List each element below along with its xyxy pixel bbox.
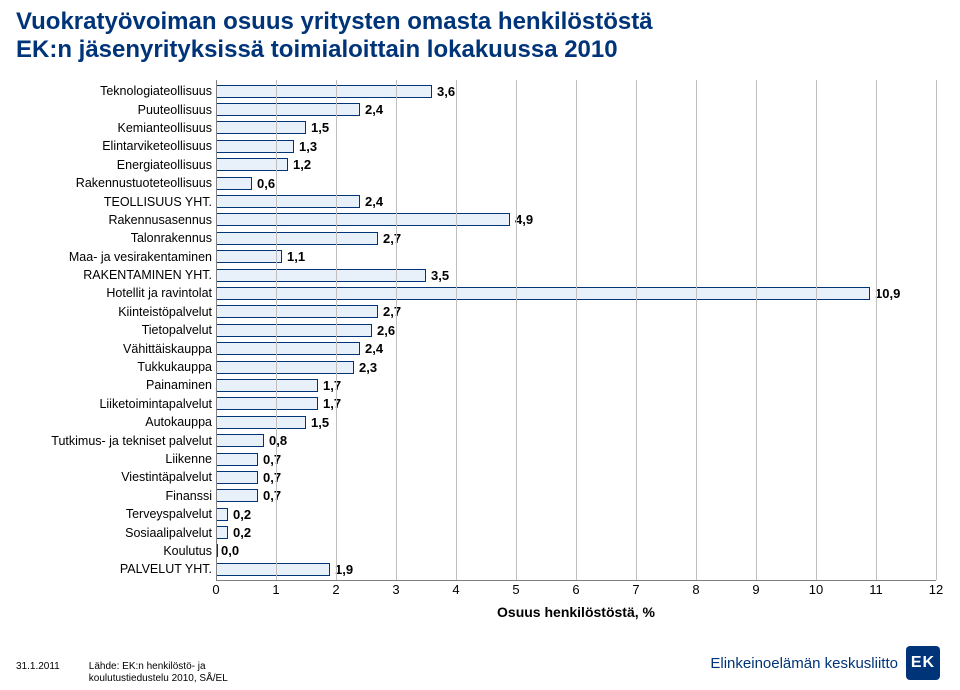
category-label: Tutkimus- ja tekniset palvelut	[12, 434, 212, 448]
chart-title: Vuokratyövoiman osuus yritysten omasta h…	[0, 0, 960, 65]
category-label: Teknologiateollisuus	[12, 84, 212, 98]
category-label: Viestintäpalvelut	[12, 470, 212, 484]
category-label: Energiateollisuus	[12, 158, 212, 172]
category-label: Puuteollisuus	[12, 103, 212, 117]
x-tick-label: 7	[632, 582, 639, 597]
category-label: Tukkukauppa	[12, 360, 212, 374]
x-tick-label: 6	[572, 582, 579, 597]
chart-area: Teknologiateollisuus3,6Puuteollisuus2,4K…	[16, 80, 944, 620]
gridline	[636, 80, 637, 580]
category-label: Vähittäiskauppa	[12, 342, 212, 356]
x-tick-label: 2	[332, 582, 339, 597]
footer: 31.1.2011 Lähde: EK:n henkilöstö- ja kou…	[16, 661, 228, 684]
category-label: Rakennusasennus	[12, 213, 212, 227]
category-label: Terveyspalvelut	[12, 507, 212, 521]
category-label: Koulutus	[12, 544, 212, 558]
gridline	[336, 80, 337, 580]
gridline	[276, 80, 277, 580]
gridline	[696, 80, 697, 580]
category-label: Tietopalvelut	[12, 323, 212, 337]
footer-source: Lähde: EK:n henkilöstö- ja koulutustiedu…	[89, 661, 228, 684]
x-tick-label: 0	[212, 582, 219, 597]
x-tick-label: 10	[809, 582, 823, 597]
category-label: Talonrakennus	[12, 231, 212, 245]
category-label: Maa- ja vesirakentaminen	[12, 250, 212, 264]
x-axis-title: Osuus henkilöstöstä, %	[216, 604, 936, 620]
x-tick-label: 12	[929, 582, 943, 597]
category-label: Liiketoimintapalvelut	[12, 397, 212, 411]
x-axis-ticks: 0123456789101112	[216, 582, 936, 602]
category-label: Painaminen	[12, 378, 212, 392]
title-line-2: EK:n jäsenyrityksissä toimialoittain lok…	[16, 36, 944, 64]
gridline	[396, 80, 397, 580]
category-label: Kiinteistöpalvelut	[12, 305, 212, 319]
category-label: Kemianteollisuus	[12, 121, 212, 135]
category-label: Rakennustuoteteollisuus	[12, 176, 212, 190]
logo-text: Elinkeinoelämän keskusliitto	[710, 655, 898, 672]
plot-area	[216, 80, 936, 580]
logo: Elinkeinoelämän keskusliitto EK	[710, 646, 940, 680]
category-label: PALVELUT YHT.	[12, 562, 212, 576]
gridline	[456, 80, 457, 580]
title-line-1: Vuokratyövoiman osuus yritysten omasta h…	[16, 8, 944, 36]
gridline	[876, 80, 877, 580]
category-label: Sosiaalipalvelut	[12, 526, 212, 540]
x-tick-label: 8	[692, 582, 699, 597]
x-tick-label: 11	[869, 582, 883, 597]
x-tick-label: 9	[752, 582, 759, 597]
gridline	[516, 80, 517, 580]
gridline	[756, 80, 757, 580]
footer-date: 31.1.2011	[16, 661, 86, 673]
category-label: Liikenne	[12, 452, 212, 466]
x-tick-label: 3	[392, 582, 399, 597]
category-label: TEOLLISUUS YHT.	[12, 195, 212, 209]
x-tick-label: 5	[512, 582, 519, 597]
gridline	[936, 80, 937, 580]
gridline	[816, 80, 817, 580]
category-label: Autokauppa	[12, 415, 212, 429]
x-tick-label: 1	[272, 582, 279, 597]
gridline	[576, 80, 577, 580]
category-label: Hotellit ja ravintolat	[12, 286, 212, 300]
logo-mark: EK	[906, 646, 940, 680]
category-label: Elintarviketeollisuus	[12, 139, 212, 153]
category-label: Finanssi	[12, 489, 212, 503]
x-tick-label: 4	[452, 582, 459, 597]
category-label: RAKENTAMINEN YHT.	[12, 268, 212, 282]
